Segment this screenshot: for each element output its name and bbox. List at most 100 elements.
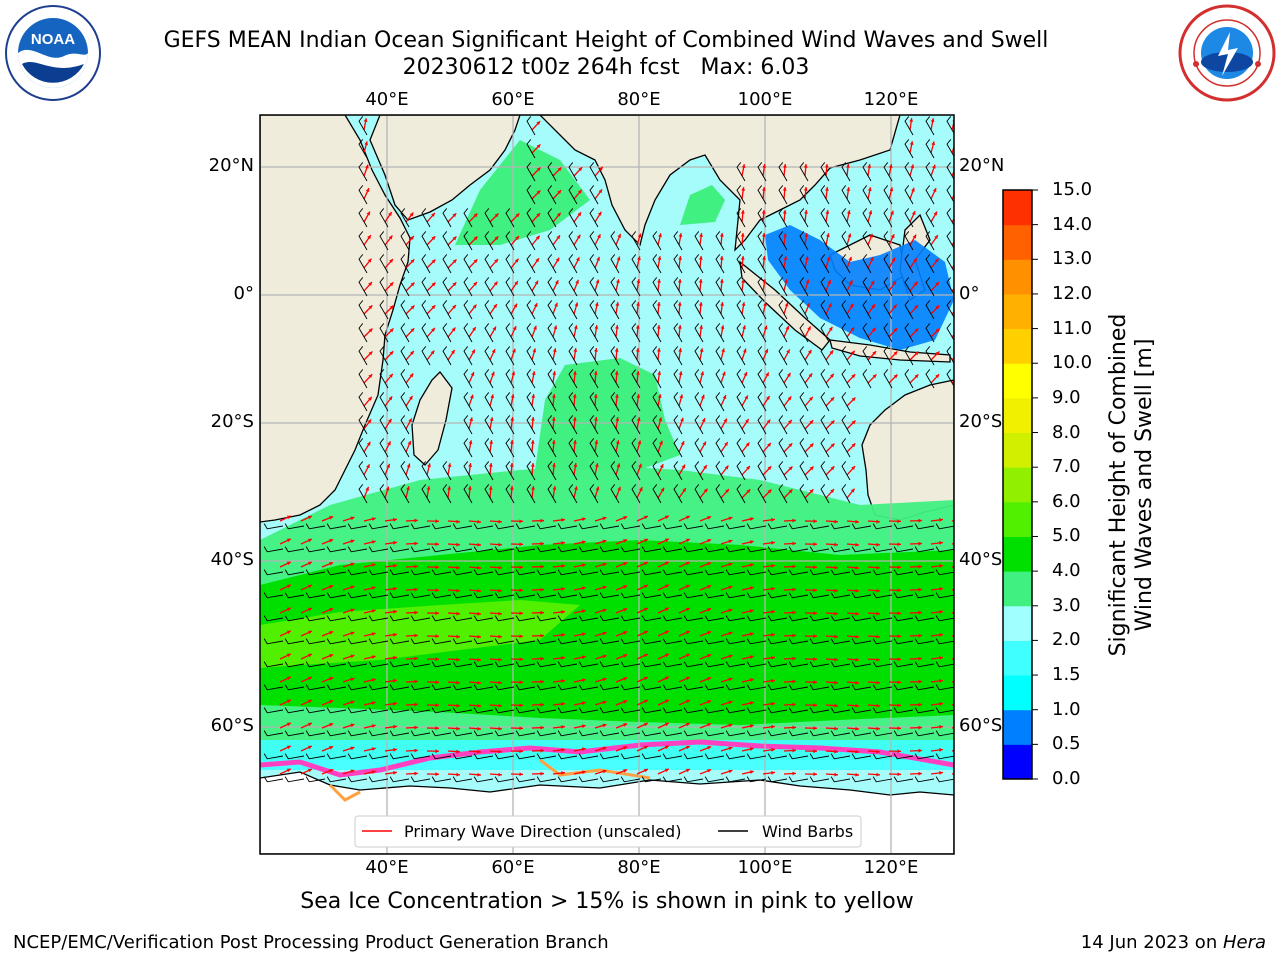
wind-barb [778,438,788,458]
wind-barb [484,392,494,412]
wind-barb [442,231,452,251]
wind-barb [305,546,326,553]
wind-barb [946,116,954,135]
wave-direction-arrowhead [286,768,291,773]
wave-direction-arrowhead [762,256,766,260]
wave-direction-arrowhead [636,394,641,398]
wind-barb [788,638,809,645]
wave-direction-arrowhead [471,349,475,354]
colorbar-tick-label: 12.0 [1052,282,1093,304]
wave-direction-arrowhead [581,701,586,706]
wave-direction-arrowhead [909,141,914,146]
wave-direction-arrowhead [707,746,712,750]
wave-direction-arrowhead [664,515,669,520]
wave-direction-arrowhead [897,565,901,570]
wave-direction-arrowhead [728,677,733,682]
wave-direction-arrowhead [657,256,662,260]
wave-direction-arrowhead [498,749,502,754]
wave-direction-arrowhead [574,486,578,491]
wind-barb [368,707,389,714]
wave-direction-arrowhead [581,517,586,522]
wind-barb [463,231,473,251]
wave-direction-arrowhead [594,325,599,329]
wave-direction-arrowhead [363,118,368,123]
wind-barb [410,753,431,760]
wind-barb [326,638,347,645]
wave-direction-arrowhead [488,486,493,490]
wave-direction-arrowhead [834,657,838,662]
wind-barb [557,546,578,553]
wind-barb [641,592,662,599]
colorbar-label: Significant Height of Combined Wind Wave… [1106,295,1158,675]
wave-direction-arrowhead [939,748,943,752]
wind-barb [347,569,368,576]
wave-direction-arrowhead [678,256,682,260]
wind-barb [547,254,557,274]
wave-direction-arrowhead [614,348,619,352]
wind-barb [746,684,767,691]
wave-direction-arrowhead [872,351,877,356]
wave-direction-arrowhead [431,282,436,287]
noaa-logo-text: NOAA [31,31,75,48]
wind-barb [610,392,620,412]
wind-barb [809,569,830,576]
wave-direction-arrowhead [702,441,706,446]
wind-barb [830,776,851,783]
wave-direction-arrowhead [935,351,940,356]
noaa-logo: NOAA [5,5,101,101]
wind-barb [610,323,620,343]
wave-direction-arrowhead [410,282,415,287]
wind-barb [757,392,767,412]
wind-barb [641,684,662,691]
wave-direction-arrowhead [623,562,628,566]
wind-barb [326,661,347,668]
wave-direction-arrowhead [456,542,460,547]
wind-barb [358,254,368,274]
wind-barb [389,707,410,714]
wave-direction-arrowhead [637,233,642,238]
wind-barb [263,569,284,576]
wind-barb [442,323,452,343]
wind-barb [379,277,389,297]
wind-barb [872,638,893,645]
wave-direction-arrowhead [393,747,397,752]
wind-barb [946,300,954,319]
wind-barb [883,231,893,251]
wave-direction-arrowhead [533,303,538,308]
wind-barb [578,569,599,576]
wave-direction-arrowhead [749,540,754,544]
wind-barb [442,346,452,366]
wind-barb [631,461,641,481]
wave-direction-arrowhead [876,749,880,754]
wave-direction-arrowhead [935,282,940,286]
wind-barb [935,684,954,691]
sea-ice-note: Sea Ice Concentration > 15% is shown in … [300,889,914,914]
wind-barb [484,323,494,343]
wave-direction-arrowhead [597,211,602,216]
wave-direction-arrowhead [540,564,544,569]
wave-direction-arrowhead [561,702,565,706]
wave-direction-arrowhead [575,279,579,284]
wave-direction-arrowhead [728,539,733,544]
wind-barb [494,569,515,576]
wind-barb [925,323,935,343]
wind-barb [715,323,725,343]
wave-direction-arrowhead [307,722,312,727]
wind-barb [536,569,557,576]
wind-barb [809,615,830,622]
wave-direction-arrowhead [410,328,415,333]
wind-barb [935,638,954,645]
wind-barb [547,461,557,481]
wave-direction-arrowhead [871,304,876,309]
wind-barb [725,707,746,714]
wind-barb [610,300,620,320]
wind-barb [830,523,851,530]
colorbar-segment [1003,640,1032,676]
wind-barb [536,523,557,530]
lon-label-top-40e: 40°E [365,89,409,110]
wind-barb [379,300,389,320]
wave-direction-arrowhead [707,654,712,658]
wave-direction-arrowhead [531,394,536,398]
wind-barb [421,300,431,320]
wave-direction-arrowhead [514,281,518,286]
